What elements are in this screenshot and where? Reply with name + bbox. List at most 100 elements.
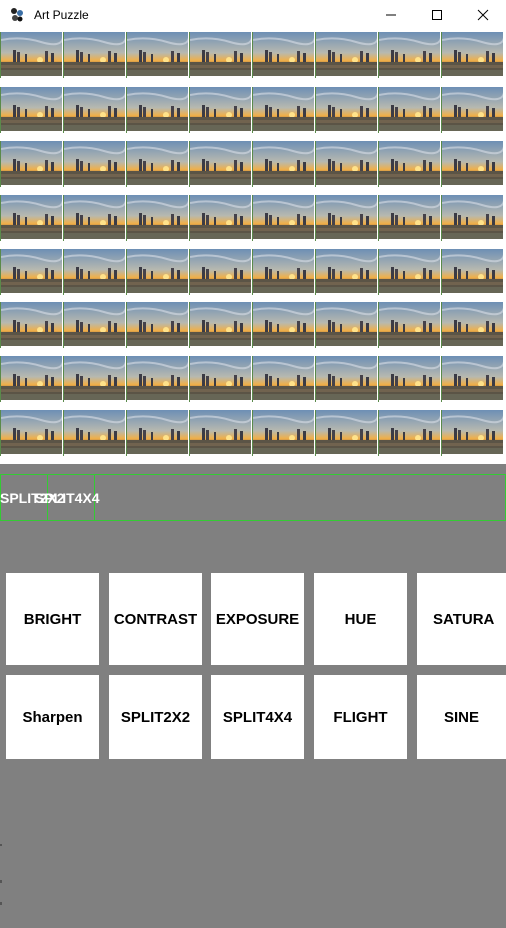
puzzle-tile[interactable] [315,141,377,187]
puzzle-tile[interactable] [252,302,314,348]
puzzle-tile[interactable] [189,32,251,78]
tile-image [127,195,188,241]
puzzle-tile[interactable] [441,302,503,348]
puzzle-tile[interactable] [126,356,188,402]
puzzle-tile[interactable] [0,356,62,402]
tile-image [379,302,440,348]
puzzle-tile[interactable] [189,356,251,402]
split2x2-button[interactable]: SPLIT2X2 [109,675,202,759]
puzzle-tile[interactable] [378,410,440,456]
edge-marks [0,844,2,905]
tile-image [316,195,377,241]
flight-button[interactable]: FLIGHT [314,675,407,759]
puzzle-tile[interactable] [0,249,62,295]
puzzle-tile[interactable] [252,249,314,295]
split-cell-4x4[interactable] [48,475,95,520]
puzzle-tile[interactable] [63,195,125,241]
puzzle-tile[interactable] [441,410,503,456]
minimize-icon [386,14,396,16]
tile-image [442,410,503,456]
tile-image [127,302,188,348]
puzzle-tile[interactable] [315,356,377,402]
puzzle-tile[interactable] [63,249,125,295]
puzzle-tile[interactable] [378,141,440,187]
puzzle-tile[interactable] [189,141,251,187]
puzzle-tile[interactable] [378,356,440,402]
contrast-button[interactable]: CONTRAST [109,573,202,665]
puzzle-tile[interactable] [441,195,503,241]
puzzle-tile[interactable] [189,410,251,456]
puzzle-tile[interactable] [315,410,377,456]
tile-image [64,410,125,456]
puzzle-tile[interactable] [189,249,251,295]
puzzle-tile[interactable] [63,32,125,78]
tile-image [64,249,125,295]
puzzle-tile[interactable] [441,356,503,402]
puzzle-tile[interactable] [252,87,314,133]
tile-image [316,32,377,78]
split-cell-2x2[interactable] [1,475,48,520]
maximize-button[interactable] [414,0,460,30]
puzzle-tile[interactable] [315,195,377,241]
puzzle-tile[interactable] [378,249,440,295]
puzzle-tile[interactable] [63,87,125,133]
puzzle-tile[interactable] [126,410,188,456]
puzzle-tile[interactable] [189,87,251,133]
puzzle-tile[interactable] [126,195,188,241]
exposure-button[interactable]: EXPOSURE [211,573,304,665]
sine-button[interactable]: SINE [417,675,506,759]
puzzle-tile[interactable] [315,249,377,295]
puzzle-tile[interactable] [63,356,125,402]
puzzle-tile[interactable] [126,302,188,348]
puzzle-tile[interactable] [252,195,314,241]
puzzle-row [0,249,506,295]
tile-image [127,87,188,133]
puzzle-tile[interactable] [378,195,440,241]
bright-button[interactable]: BRIGHT [6,573,99,665]
tile-image [379,32,440,78]
puzzle-tile[interactable] [0,32,62,78]
puzzle-row [0,356,506,402]
puzzle-tile[interactable] [189,302,251,348]
puzzle-tile[interactable] [252,141,314,187]
puzzle-tile[interactable] [126,87,188,133]
puzzle-tile[interactable] [0,302,62,348]
split4x4-button[interactable]: SPLIT4X4 [211,675,304,759]
puzzle-tile[interactable] [315,32,377,78]
hue-button[interactable]: HUE [314,573,407,665]
tile-image [253,410,314,456]
puzzle-tile[interactable] [189,195,251,241]
tile-image [379,87,440,133]
puzzle-tile[interactable] [441,249,503,295]
puzzle-tile[interactable] [126,249,188,295]
puzzle-tile[interactable] [315,302,377,348]
minimize-button[interactable] [368,0,414,30]
tile-image [442,32,503,78]
close-button[interactable] [460,0,506,30]
puzzle-tile[interactable] [63,141,125,187]
puzzle-tile[interactable] [0,87,62,133]
puzzle-tile[interactable] [315,87,377,133]
puzzle-tile[interactable] [378,32,440,78]
puzzle-tile[interactable] [441,32,503,78]
sharpen-button[interactable]: Sharpen [6,675,99,759]
puzzle-tile[interactable] [63,410,125,456]
tile-image [1,410,62,456]
window-title: Art Puzzle [34,8,89,22]
puzzle-tile[interactable] [126,141,188,187]
puzzle-tile[interactable] [126,32,188,78]
split-label-2x2: SPLIT2X2 [0,490,65,506]
puzzle-tile[interactable] [441,87,503,133]
puzzle-tile[interactable] [0,141,62,187]
puzzle-tile[interactable] [0,195,62,241]
puzzle-tile[interactable] [252,32,314,78]
puzzle-tile[interactable] [252,356,314,402]
puzzle-tile[interactable] [378,87,440,133]
puzzle-tile[interactable] [0,410,62,456]
puzzle-tile[interactable] [252,410,314,456]
tile-image [316,141,377,187]
saturation-button[interactable]: SATURA [417,573,506,665]
puzzle-tile[interactable] [63,302,125,348]
puzzle-tile[interactable] [441,141,503,187]
puzzle-tile[interactable] [378,302,440,348]
